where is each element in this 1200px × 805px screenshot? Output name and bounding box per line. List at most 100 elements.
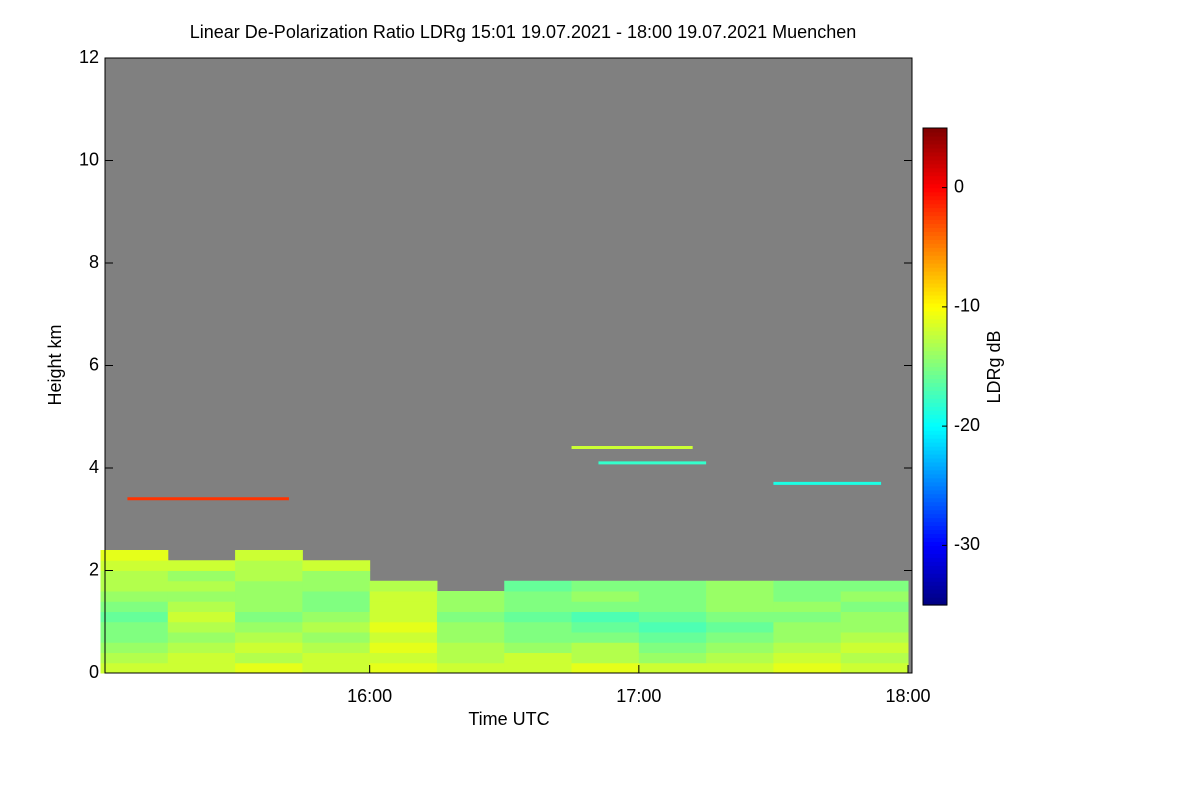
colorbar-segment xyxy=(923,366,947,372)
heatmap-cell xyxy=(773,601,842,612)
heatmap-cell xyxy=(840,632,909,643)
colorbar-segment xyxy=(923,187,947,193)
heatmap-cell xyxy=(840,601,909,612)
colorbar-segment xyxy=(923,231,947,236)
colorbar-segment xyxy=(923,418,947,423)
heatmap-cell xyxy=(638,621,707,633)
heatmap-cell xyxy=(235,550,303,561)
colorbar-segment xyxy=(923,207,947,213)
colorbar-segment xyxy=(923,537,947,542)
colorbar-segment xyxy=(923,485,947,491)
heatmap-cell xyxy=(100,580,169,592)
heatmap-cell xyxy=(369,591,438,602)
colorbar-segment xyxy=(923,346,947,352)
colorbar-segment xyxy=(923,239,947,244)
y-tick-label: 12 xyxy=(79,47,99,67)
colorbar-segment xyxy=(923,362,947,368)
heatmap-cell xyxy=(369,611,438,623)
heatmap-cell xyxy=(100,591,169,602)
colorbar-segment xyxy=(923,414,947,419)
heatmap-cell xyxy=(571,621,640,633)
heatmap-cell xyxy=(235,570,303,582)
colorbar-segment xyxy=(923,302,947,308)
heatmap-cell xyxy=(235,632,303,643)
heatmap-cell xyxy=(436,662,505,674)
heatmap-cell xyxy=(638,601,707,612)
heatmap-cell xyxy=(302,560,371,571)
colorbar-segment xyxy=(923,322,947,328)
heatmap-cell xyxy=(436,591,505,602)
heatmap-cell xyxy=(167,560,236,571)
colorbar-segment xyxy=(923,497,947,503)
heatmap-cell xyxy=(167,580,236,592)
colorbar-segment xyxy=(923,457,947,463)
colorbar-segment xyxy=(923,553,947,558)
colorbar-segment xyxy=(923,561,947,566)
heatmap-cell xyxy=(302,570,371,582)
heatmap-cell xyxy=(235,621,303,633)
heatmap-cell xyxy=(369,580,438,592)
colorbar-segment xyxy=(923,306,947,312)
heatmap-cell xyxy=(706,642,774,653)
colorbar-segment xyxy=(923,326,947,332)
heatmap-cell xyxy=(773,591,842,602)
heatmap-cell xyxy=(369,652,438,664)
colorbar-segment xyxy=(923,549,947,554)
heatmap-cell xyxy=(571,611,640,623)
heatmap-cell xyxy=(167,642,236,653)
heatmap-cell xyxy=(167,591,236,602)
colorbar-segment xyxy=(923,386,947,391)
heatmap-cell xyxy=(167,652,236,664)
colorbar-segment xyxy=(923,426,947,431)
heatmap-cell xyxy=(706,652,774,664)
cloud-layer xyxy=(127,497,289,501)
heatmap-cell xyxy=(773,632,842,643)
heatmap-cell xyxy=(504,591,573,602)
heatmap-cell xyxy=(504,601,573,612)
heatmap-cell xyxy=(706,580,774,592)
heatmap-cell xyxy=(302,652,371,664)
colorbar-segment xyxy=(923,275,947,280)
colorbar-segment xyxy=(923,219,947,224)
heatmap-cell xyxy=(504,652,573,664)
colorbar-segment xyxy=(923,513,947,519)
colorbar-segment xyxy=(923,287,947,292)
colorbar-segment xyxy=(923,473,947,479)
colorbar-label: LDRg dB xyxy=(984,330,1004,403)
heatmap-cell xyxy=(235,611,303,623)
heatmap-cell xyxy=(571,591,640,602)
colorbar-segment xyxy=(923,191,947,197)
heatmap-cell xyxy=(436,601,505,612)
colorbar-segment xyxy=(923,374,947,380)
colorbar-segment xyxy=(923,382,947,387)
colorbar-segment xyxy=(923,509,947,515)
colorbar-segment xyxy=(923,453,947,459)
heatmap-cell xyxy=(369,642,438,653)
colorbar-segment xyxy=(923,489,947,495)
colorbar-segment xyxy=(923,271,947,276)
heatmap-cell xyxy=(840,662,909,674)
colorbar-segment xyxy=(923,290,947,296)
colorbar-segment xyxy=(923,255,947,260)
colorbar-segment xyxy=(923,533,947,539)
colorbar-segment xyxy=(923,139,947,145)
heatmap-cell xyxy=(706,662,774,674)
colorbar-segment xyxy=(923,179,947,185)
colorbar-segment xyxy=(923,223,947,228)
x-axis-label: Time UTC xyxy=(468,709,549,729)
heatmap-cell xyxy=(302,601,371,612)
colorbar-segment xyxy=(923,354,947,360)
colorbar-segment xyxy=(923,151,947,157)
colorbar-segment xyxy=(923,469,947,475)
colorbar-segment xyxy=(923,235,947,240)
colorbar-segment xyxy=(923,461,947,467)
colorbar-segment xyxy=(923,171,947,177)
colorbar-segment xyxy=(923,541,947,546)
colorbar-segment xyxy=(923,430,947,435)
colorbar-segment xyxy=(923,318,947,324)
colorbar-segment xyxy=(923,601,947,606)
colorbar-segment xyxy=(923,247,947,252)
heatmap-cell xyxy=(167,632,236,643)
heatmap-cell xyxy=(167,570,236,582)
